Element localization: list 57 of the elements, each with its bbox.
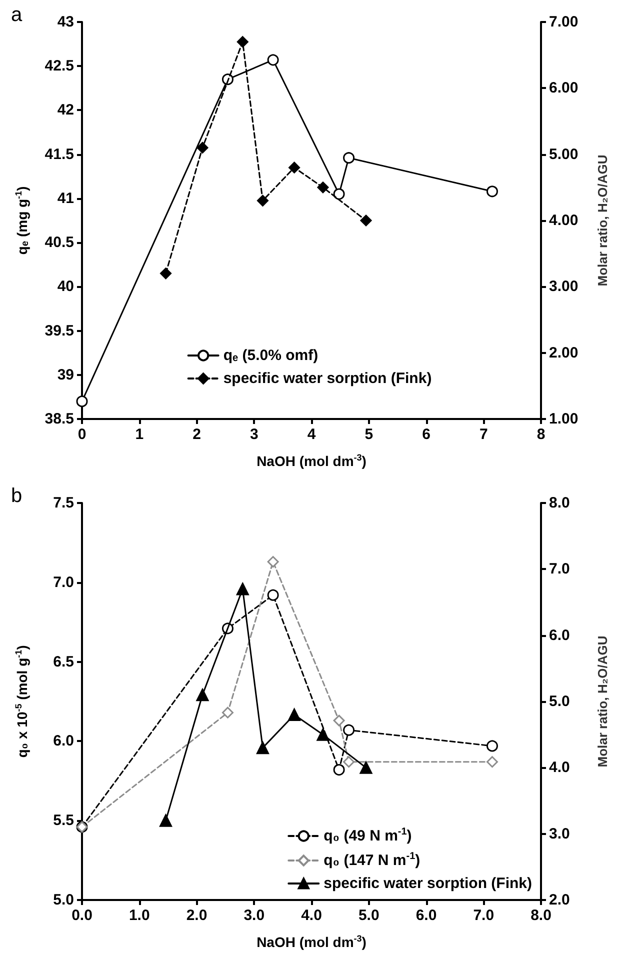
x-tick-label: 6 xyxy=(422,426,430,443)
y-tick-label: 5.5 xyxy=(53,812,74,830)
x-tick-label: 8 xyxy=(536,426,546,443)
y-tick-label: 43 xyxy=(57,14,74,30)
y2-tick-label: 6.00 xyxy=(549,80,578,97)
y2-tick-label: 2.00 xyxy=(549,344,578,362)
y-tick-label: 41.5 xyxy=(44,146,74,163)
y-tick-label: 38.5 xyxy=(44,410,74,428)
x-tick-label: 8.0 xyxy=(530,907,552,924)
y-tick-label: 40.5 xyxy=(44,234,74,252)
y-tick-label: 6.0 xyxy=(53,732,74,750)
x-tick-label: 7 xyxy=(479,426,488,443)
y-tick-label: 39.5 xyxy=(44,322,74,340)
y2-tick-label: 6.0 xyxy=(549,626,570,644)
x-tick-label: 1.0 xyxy=(128,907,150,924)
x-tick-label: 5.0 xyxy=(358,907,380,924)
y-tick-label: 7.0 xyxy=(53,574,74,591)
y2-tick-label: 4.00 xyxy=(549,212,578,229)
legend-label: specific water sorption (Fink) xyxy=(223,370,432,387)
y2-tick-label: 1.00 xyxy=(549,410,578,428)
y-tick-label: 7.5 xyxy=(53,494,74,512)
y-tick-label: 39 xyxy=(57,366,74,384)
y2-tick-label: 8.0 xyxy=(549,494,570,512)
chart-title: a xyxy=(11,4,23,26)
legend-label: qₑ (5.0% omf) xyxy=(223,347,318,364)
x-tick-label: 4.0 xyxy=(301,907,322,924)
x-tick-label: 3 xyxy=(250,426,258,443)
y-axis-title: qₑ (mg g-1) xyxy=(14,186,30,255)
y2-tick-label: 3.00 xyxy=(549,278,578,296)
y2-tick-label: 5.0 xyxy=(549,693,570,710)
y-tick-label: 5.0 xyxy=(53,892,74,908)
x-tick-label: 2 xyxy=(192,426,201,443)
y-tick-label: 40 xyxy=(57,278,74,296)
y2-tick-label: 2.0 xyxy=(549,892,570,908)
x-tick-label: 1 xyxy=(135,426,144,443)
x-tick-label: 0 xyxy=(78,426,86,443)
y2-tick-label: 7.0 xyxy=(549,560,570,578)
legend-label: specific water sorption (Fink) xyxy=(324,875,532,892)
x-tick-label: 6.0 xyxy=(416,907,437,924)
y-tick-label: 42 xyxy=(57,102,74,119)
x-tick-label: 5 xyxy=(364,426,374,443)
y2-tick-label: 5.00 xyxy=(549,146,578,163)
x-tick-label: 0.0 xyxy=(72,907,92,924)
y-axis-title: q₀ x 10-5 (mol g-1) xyxy=(14,645,30,758)
x-tick-label: 7.0 xyxy=(473,907,494,924)
y2-tick-label: 3.0 xyxy=(549,825,570,842)
y2-axis-title: Molar ratio, H₂O/AGU xyxy=(595,154,610,286)
y2-axis-title: Molar ratio, H₂O/AGU xyxy=(595,636,610,768)
x-tick-label: 2.0 xyxy=(186,907,208,924)
y-tick-label: 6.5 xyxy=(53,653,74,670)
y2-tick-label: 4.0 xyxy=(549,759,570,776)
y-tick-label: 41 xyxy=(57,190,74,207)
y-tick-label: 42.5 xyxy=(44,58,74,75)
x-tick-label: 3.0 xyxy=(244,907,265,924)
x-tick-label: 4 xyxy=(307,426,316,443)
chart-title: b xyxy=(11,485,22,507)
y2-tick-label: 7.00 xyxy=(549,14,578,30)
